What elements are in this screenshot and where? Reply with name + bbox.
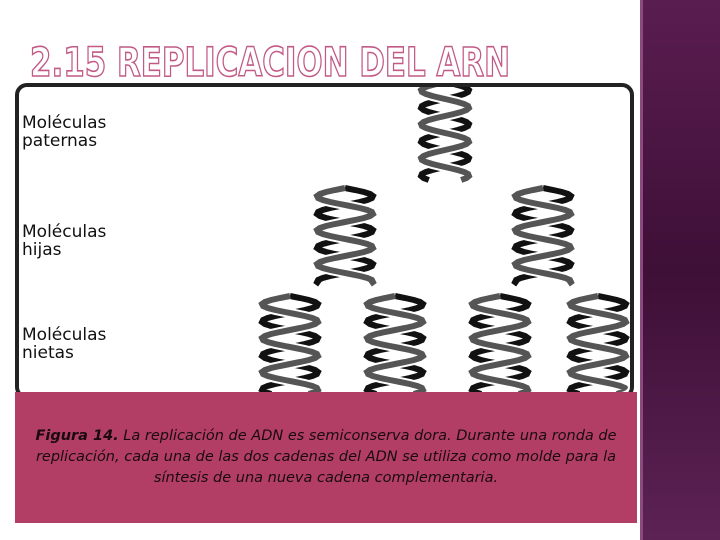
figure-label: Figura 14. — [35, 428, 119, 444]
row-label: nietas — [22, 343, 74, 363]
caption: Figura 14. La replicación de ADN es semi… — [15, 392, 637, 523]
row-label: Moléculas — [22, 325, 107, 345]
helix-group — [255, 87, 630, 392]
helix-strand — [313, 185, 377, 287]
helix-strand — [258, 293, 322, 392]
helix-strand — [468, 293, 532, 392]
row-label: paternas — [22, 131, 97, 151]
side-stripe-edge — [640, 0, 643, 540]
helix-strand — [566, 293, 630, 392]
slide-title: 2.15 REPLICACION DEL ARN — [30, 40, 510, 86]
row-label: hijas — [22, 240, 62, 260]
row-label: Moléculas — [22, 222, 107, 242]
caption-text: La replicación de ADN es semiconserva do… — [35, 428, 617, 486]
slide-canvas: 2.15 REPLICACION DEL ARN Moléculaspatern… — [15, 39, 634, 392]
row-label: Moléculas — [22, 113, 107, 133]
helix-strand — [511, 185, 575, 287]
side-stripe — [640, 0, 720, 540]
helix-strand — [417, 87, 473, 183]
helix-strand — [363, 293, 427, 392]
label-group: MoléculaspaternasMoléculashijasMoléculas… — [22, 113, 107, 363]
